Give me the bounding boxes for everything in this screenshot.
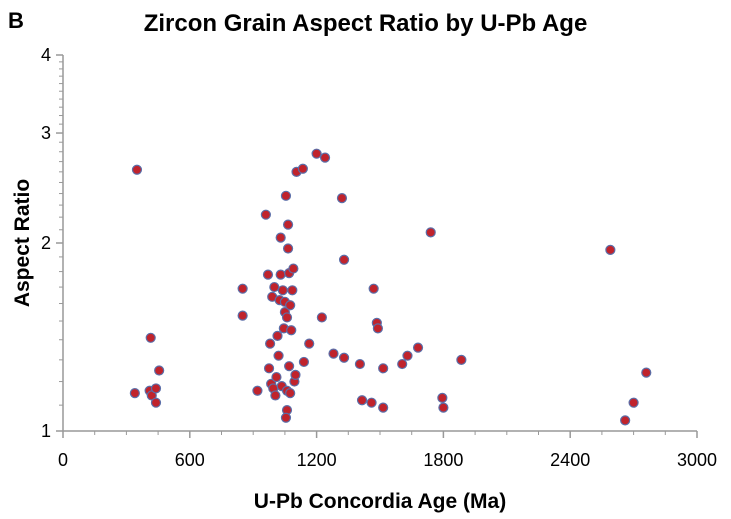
y-tick-label: 3 — [41, 123, 51, 143]
data-point — [284, 361, 295, 372]
data-point — [620, 415, 631, 426]
data-point — [145, 332, 156, 343]
data-point — [316, 312, 327, 323]
y-ticks: 1 2 3 4 — [41, 45, 63, 441]
data-point — [150, 383, 162, 394]
data-point — [269, 281, 280, 293]
y-tick-label: 1 — [41, 421, 51, 441]
data-point — [328, 348, 339, 359]
data-point — [438, 402, 449, 413]
data-point — [154, 365, 165, 376]
data-point — [397, 358, 408, 370]
data-point — [285, 387, 296, 399]
data-point — [628, 397, 639, 408]
data-point — [378, 402, 389, 413]
data-point — [297, 163, 308, 174]
data-point — [372, 323, 383, 334]
data-point — [336, 193, 348, 204]
x-tick-label: 2400 — [550, 450, 590, 470]
data-point — [605, 244, 616, 255]
data-point — [265, 338, 276, 349]
y-tick-label: 2 — [41, 233, 51, 253]
data-point — [338, 254, 350, 265]
x-tick-label: 1800 — [423, 450, 463, 470]
data-point — [290, 369, 301, 380]
data-point — [456, 354, 467, 365]
y-tick-label: 4 — [41, 45, 51, 65]
data-point — [282, 219, 294, 230]
data-point — [282, 243, 294, 254]
data-point — [280, 412, 292, 423]
data-point — [270, 390, 281, 401]
panel-label: B — [8, 8, 24, 33]
x-tick-label: 0 — [58, 450, 68, 470]
data-point — [641, 367, 652, 378]
data-point — [260, 209, 271, 220]
data-point — [285, 300, 296, 311]
data-point — [378, 363, 389, 374]
x-tick-label: 3000 — [677, 450, 717, 470]
data-points — [129, 148, 652, 426]
data-point — [277, 285, 288, 296]
data-point — [366, 397, 377, 408]
data-point — [286, 325, 297, 336]
data-point — [275, 269, 286, 280]
x-axis-title: U-Pb Concordia Age (Ma) — [254, 490, 506, 513]
data-point — [273, 350, 284, 361]
data-point — [150, 397, 162, 408]
data-point — [338, 352, 350, 363]
data-point — [280, 190, 292, 201]
data-point — [131, 164, 143, 175]
data-point — [437, 392, 448, 403]
data-point — [354, 358, 366, 370]
data-point — [368, 283, 379, 294]
data-point — [275, 232, 286, 243]
x-ticks: 0 600 1200 1800 2400 3000 — [58, 431, 717, 470]
data-point — [425, 227, 436, 238]
data-point — [129, 387, 140, 399]
data-point — [356, 395, 368, 406]
data-point — [281, 312, 293, 323]
data-point — [319, 152, 331, 163]
data-point — [288, 263, 299, 274]
data-point — [298, 356, 310, 368]
data-point — [402, 350, 413, 361]
data-point — [272, 330, 283, 341]
data-point — [412, 342, 424, 353]
data-point — [252, 385, 263, 396]
data-point — [237, 283, 248, 294]
x-tick-label: 1200 — [297, 450, 337, 470]
chart-title: Zircon Grain Aspect Ratio by U-Pb Age — [143, 10, 588, 37]
data-point — [237, 310, 248, 321]
x-tick-label: 600 — [175, 450, 205, 470]
data-point — [263, 363, 275, 374]
data-point — [287, 285, 298, 296]
data-point — [271, 371, 282, 383]
y-axis-title: Aspect Ratio — [11, 179, 34, 307]
data-point — [304, 338, 315, 349]
data-point — [262, 269, 274, 280]
data-point — [311, 148, 322, 159]
